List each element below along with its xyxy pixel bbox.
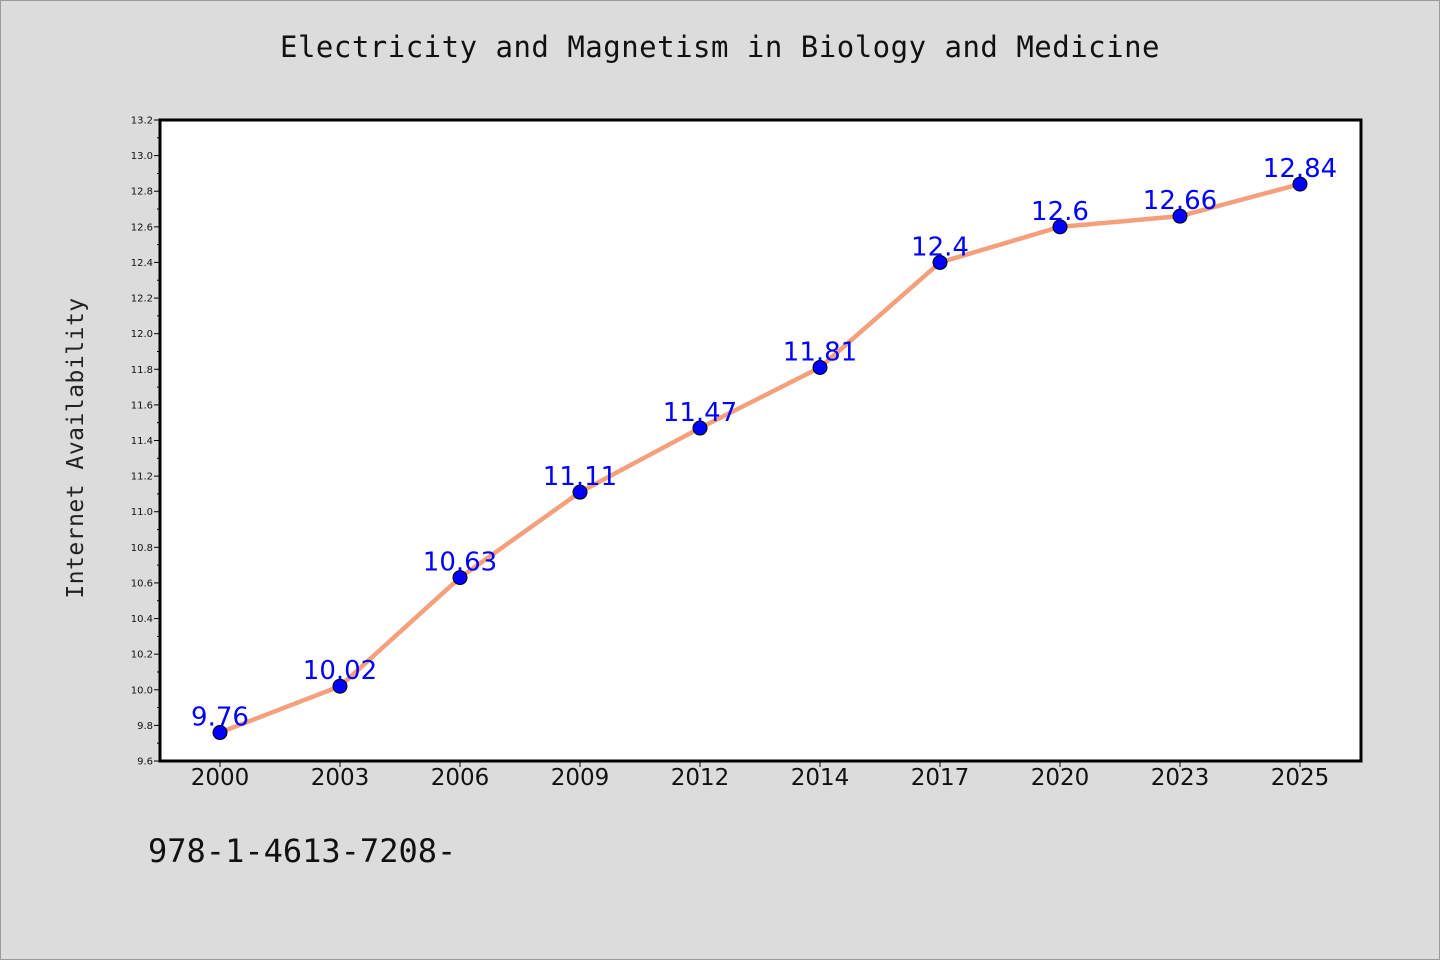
data-label: 11.47 <box>663 398 737 428</box>
x-tick-label: 2025 <box>1271 765 1330 791</box>
series-layer <box>212 176 1308 741</box>
data-label: 11.11 <box>543 462 617 492</box>
y-tick-label: 12.4 <box>131 258 153 269</box>
data-label: 12.84 <box>1263 154 1337 184</box>
data-point <box>1052 219 1068 235</box>
data-label: 10.63 <box>423 548 497 578</box>
data-point <box>1172 208 1188 224</box>
data-label: 12.6 <box>1031 197 1089 227</box>
data-label: 12.4 <box>911 232 969 262</box>
y-tick-label: 13.0 <box>131 151 153 162</box>
data-point <box>812 359 828 375</box>
y-tick-label: 9.8 <box>137 721 153 732</box>
data-point <box>452 570 468 586</box>
y-tick-label: 10.6 <box>131 578 153 589</box>
y-tick-label: 11.6 <box>131 400 153 411</box>
y-tick-label: 9.6 <box>137 757 153 768</box>
data-label: 10.02 <box>303 656 377 686</box>
y-tick-label: 11.0 <box>131 507 153 518</box>
data-label-layer: 9.76 10.02 10.63 11.11 11.47 11.81 12.4 12.6 12.… <box>191 154 1337 732</box>
x-tick-label: 2003 <box>311 765 370 791</box>
x-tick-label: 2000 <box>191 765 250 791</box>
y-tick-label: 12.8 <box>131 187 153 198</box>
y-tick-label: 10.4 <box>131 614 153 625</box>
footer-code: 978-1-4613-7208- <box>148 832 457 870</box>
y-tick-label: 13.2 <box>131 116 153 127</box>
x-tick-label: 2009 <box>551 765 610 791</box>
data-point <box>932 254 948 270</box>
data-point <box>212 725 228 741</box>
x-tick-label: 2017 <box>911 765 970 791</box>
data-label: 9.76 <box>191 703 249 733</box>
y-tick-label: 12.6 <box>131 222 153 233</box>
x-tick-label: 2006 <box>431 765 490 791</box>
y-tick-label: 10.2 <box>131 650 153 661</box>
chart-title: Electricity and Magnetism in Biology and… <box>279 30 1160 64</box>
y-tick-label: 11.2 <box>131 472 153 483</box>
y-tick-label: 12.2 <box>131 294 153 305</box>
y-axis-ticks: 9.6 9.8 10.0 10.2 10.4 10.6 10.8 11.0 11.2 11.4 11… <box>131 116 160 768</box>
plot-area <box>158 118 1363 763</box>
x-tick-label: 2023 <box>1151 765 1210 791</box>
x-tick-label: 2014 <box>791 765 850 791</box>
x-tick-label: 2020 <box>1031 765 1090 791</box>
data-label: 12.66 <box>1143 186 1217 216</box>
data-point <box>572 484 588 500</box>
data-label: 11.81 <box>783 337 857 367</box>
x-tick-label: 2012 <box>671 765 730 791</box>
series-line <box>217 181 1303 735</box>
data-point <box>692 420 708 436</box>
y-tick-label: 11.8 <box>131 365 153 376</box>
data-point <box>332 678 348 694</box>
data-point <box>1292 176 1308 192</box>
y-tick-label: 10.0 <box>131 685 153 696</box>
y-tick-label: 11.4 <box>131 436 153 447</box>
x-axis-ticks: 2000 2003 2006 2009 2012 2014 2017 2020 2023 2025 <box>191 761 1330 791</box>
y-tick-label: 12.0 <box>131 329 153 340</box>
y-tick-label: 10.8 <box>131 543 153 554</box>
